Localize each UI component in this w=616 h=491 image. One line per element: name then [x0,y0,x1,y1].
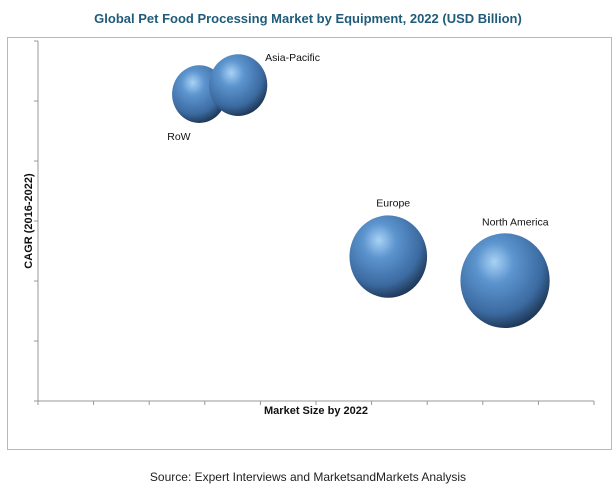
bubble-label: Europe [376,198,410,210]
bubble-label: North America [482,217,549,229]
bubble-europe [349,215,428,298]
chart-title: Global Pet Food Processing Market by Equ… [94,11,522,26]
x-axis-label: Market Size by 2022 [264,405,368,417]
bubble-label: Asia-Pacific [265,52,320,64]
bubble-label: RoW [167,131,190,143]
bubble-north-america [460,233,550,329]
y-axis-label: CAGR (2016-2022) [23,173,35,269]
chart-frame [7,37,612,450]
bubble-asia-pacific [209,54,268,117]
chart-source: Source: Expert Interviews and Marketsand… [149,470,467,484]
